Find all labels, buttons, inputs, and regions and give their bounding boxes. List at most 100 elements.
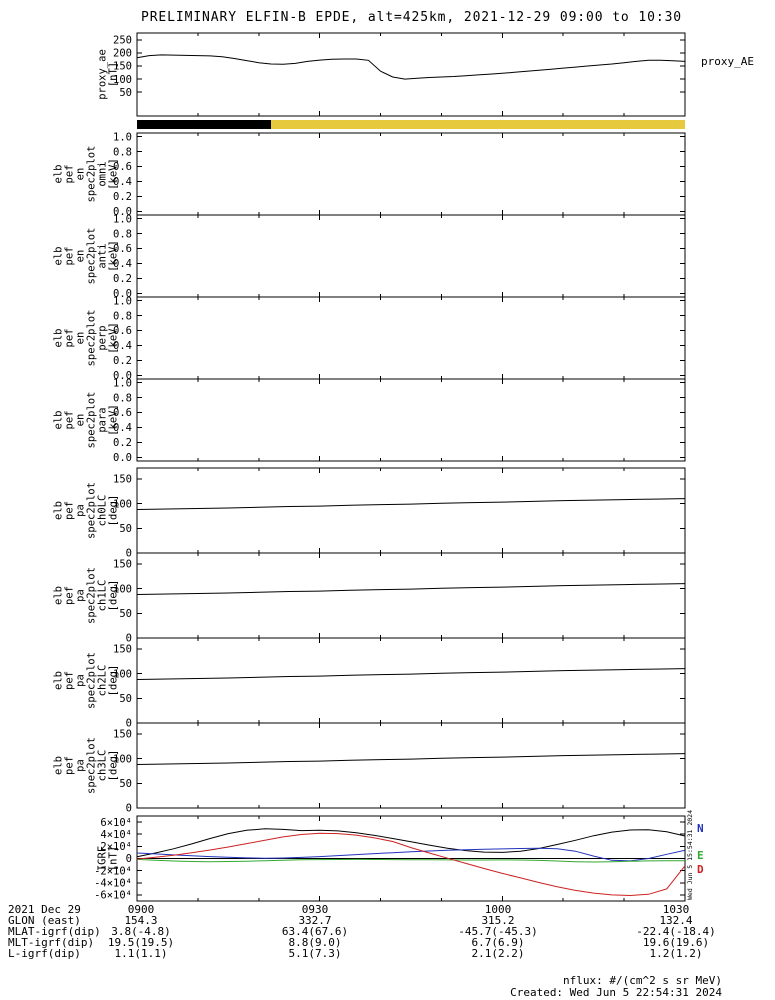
y-tick-label: -6×10⁴: [94, 890, 132, 902]
y-tick-label: 0.8: [113, 228, 132, 240]
lshell-value: 1.1(1.1): [114, 947, 168, 960]
y-axis-label: pef: [64, 329, 76, 348]
y-axis-label: spec2plot: [86, 652, 98, 709]
y-tick-label: 0.4: [113, 176, 132, 188]
y-axis-label: [keV]: [108, 322, 120, 354]
lshell-value: 5.1(7.3): [288, 947, 342, 960]
time-tick-1000: 1000: [484, 903, 512, 916]
y-tick-label: 0.6: [113, 325, 132, 337]
y-tick-label: 0.8: [113, 146, 132, 158]
y-tick-label: 100: [113, 668, 132, 680]
y-axis-label: pa: [75, 759, 87, 772]
y-tick-label: 0.0: [113, 452, 132, 464]
mlat-value: -45.7(-45.3): [458, 925, 538, 938]
y-tick-label: 0.2: [113, 191, 132, 203]
y-tick-label: 2×10⁴: [100, 841, 132, 853]
y-axis-label: pef: [64, 756, 76, 775]
mlt-value: 19.5(19.5): [107, 936, 175, 949]
y-tick-label: 0: [126, 633, 132, 645]
y-tick-label: 0.8: [113, 310, 132, 322]
glon-value: 315.2: [481, 914, 515, 927]
y-axis-label: [deg]: [108, 495, 120, 527]
series-E: [136, 858, 685, 863]
series-D: [136, 832, 686, 897]
axis-date-label: 2021 Dec 29: [8, 903, 81, 916]
y-tick-label: 50: [119, 778, 132, 790]
y-axis-label: [nT]: [108, 62, 120, 87]
y-axis-label: IGRF: [97, 846, 109, 871]
mlat-value: 3.8(-4.8): [111, 925, 171, 938]
y-axis-label: ch3LC: [97, 750, 109, 782]
y-tick-label: 0: [126, 803, 132, 815]
y-axis-label: elb: [53, 329, 65, 348]
panel-en_perp: 0.0 0.2 0.4 0.6 0.8 1.0 elb pef en spec2plot perp[…: [53, 295, 686, 382]
panel-pa_ch2lc: 0 50 100 150 elb pef pa spec2plot ch2LC [deg]: [53, 637, 686, 730]
series-N: [136, 847, 686, 862]
y-tick-label: 250: [113, 35, 132, 47]
y-axis-label: anti: [97, 243, 109, 268]
y-axis-label: para: [97, 407, 109, 432]
y-axis-label: pa: [75, 674, 87, 687]
y-tick-label: 0.4: [113, 340, 132, 352]
y-tick-label: 4×10⁴: [100, 829, 132, 841]
y-axis-label: ch2LC: [97, 665, 109, 697]
time-tick-0930: 0930: [301, 903, 329, 916]
creation-watermark-vertical: Wed Jun 5 15:54:31 2024: [686, 809, 694, 900]
y-axis-label: en: [75, 414, 87, 427]
footer-row-glon: GLON (east) 154.3 332.7 315.2 132.4: [0, 914, 775, 927]
time-tick-1030: 1030: [662, 903, 690, 916]
y-tick-label: 0.2: [113, 437, 132, 449]
y-axis-label: [deg]: [108, 750, 120, 782]
y-tick-label: 150: [113, 61, 132, 73]
availability-segment: [271, 120, 685, 129]
y-axis-label: [keV]: [108, 158, 120, 190]
series-proxy_ae: [136, 54, 686, 80]
y-tick-label: 1.0: [113, 377, 132, 389]
y-axis-label: perp: [97, 325, 109, 350]
series-pa_ch0lc: [136, 498, 686, 510]
y-tick-label: 1.0: [113, 131, 132, 143]
series-pa_ch2lc: [136, 668, 686, 680]
y-tick-label: 0: [126, 853, 132, 865]
y-tick-label: 100: [113, 583, 132, 595]
y-axis-label: en: [75, 332, 87, 345]
y-axis-label: proxy_ae: [97, 49, 109, 100]
glon-label: GLON (east): [8, 914, 81, 927]
series-pa_ch3lc: [136, 753, 686, 765]
y-tick-label: 0: [126, 548, 132, 560]
y-axis-label: spec2plot: [86, 482, 98, 539]
lshell-value: 1.2(1.2): [649, 947, 703, 960]
y-tick-label: 0.4: [113, 258, 132, 270]
lshell-label: L-igrf(dip): [8, 947, 81, 960]
y-tick-label: 50: [119, 608, 132, 620]
axis-time-row: 2021 Dec 29 0900 0930 1000 1030: [0, 903, 775, 916]
y-axis-label: [nT]: [108, 846, 120, 871]
y-axis-label: pa: [75, 504, 87, 517]
y-axis-label: ch1LC: [97, 580, 109, 612]
y-tick-label: 0.6: [113, 407, 132, 419]
panel-en_omni: 0.0 0.2 0.4 0.6 0.8 1.0 elb pef en spec2plot omni[…: [53, 131, 686, 218]
panel-en_para: 0.0 0.2 0.4 0.6 0.8 1.0 elb pef en spec2plot para[…: [53, 377, 686, 464]
series-pa_ch1lc: [136, 583, 686, 595]
legend-igrf-e: E: [697, 849, 704, 862]
y-axis-label: spec2plot: [86, 392, 98, 449]
y-axis-label: pef: [64, 247, 76, 266]
y-tick-label: 200: [113, 48, 132, 60]
y-tick-label: 0: [126, 718, 132, 730]
y-tick-label: 0.2: [113, 355, 132, 367]
y-tick-label: 100: [113, 753, 132, 765]
lshell-value: 2.1(2.2): [471, 947, 525, 960]
y-axis-label: pef: [64, 671, 76, 690]
y-axis-label: spec2plot: [86, 737, 98, 794]
panel-pa_ch1lc: 0 50 100 150 elb pef pa spec2plot ch1LC [deg]: [53, 552, 686, 645]
y-tick-label: 50: [119, 693, 132, 705]
panel-pa_ch3lc: 0 50 100 150 elb pef pa spec2plot ch3LC [deg]: [53, 722, 686, 815]
availability-segment: [137, 120, 271, 129]
y-axis-label: en: [75, 250, 87, 263]
y-axis-label: pef: [64, 165, 76, 184]
mlt-value: 6.7(6.9): [471, 936, 525, 949]
mlt-value: 8.8(9.0): [288, 936, 342, 949]
